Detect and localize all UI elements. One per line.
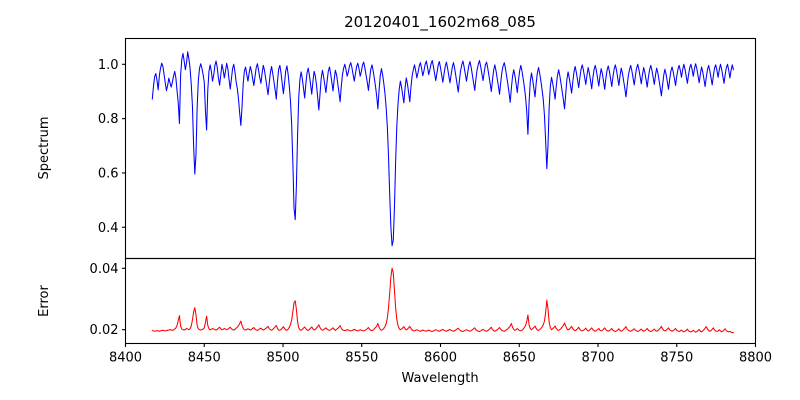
x-tick-label: 8400 (109, 351, 142, 366)
x-tick-label: 8800 (739, 351, 772, 366)
wavelength-x-axis: 8400 8450 8500 8550 8600 8650 8700 8750 8800 (109, 343, 772, 366)
spectrum-axis-label: Spectrum (37, 117, 52, 180)
error-panel: 0.02 0.04 8400 8450 8500 8550 8600 8650 8700 875… (90, 257, 772, 366)
x-tick-label: 8600 (424, 351, 457, 366)
y-tick-label: 0.04 (90, 262, 119, 277)
error-axis-label: Error (37, 285, 52, 317)
x-tick-label: 8750 (660, 351, 693, 366)
y-tick-label: 0.6 (98, 166, 119, 181)
error-line (151, 267, 734, 334)
y-tick-label: 0.4 (98, 221, 119, 236)
y-tick-label: 0.02 (90, 323, 119, 338)
x-tick-label: 8450 (188, 351, 221, 366)
spectrum-y-axis: 0.4 0.6 0.8 1.0 (98, 58, 126, 236)
x-tick-label: 8500 (266, 351, 299, 366)
x-tick-label: 8650 (503, 351, 536, 366)
wavelength-axis-label: Wavelength (401, 371, 478, 386)
x-tick-label: 8700 (581, 351, 614, 366)
y-tick-label: 0.8 (98, 112, 119, 127)
page-title: 20120401_1602m68_085 (344, 13, 536, 32)
y-tick-label: 1.0 (98, 58, 119, 73)
spectrum-line (151, 51, 734, 247)
x-tick-label: 8550 (345, 351, 378, 366)
error-y-axis: 0.02 0.04 (90, 262, 126, 338)
